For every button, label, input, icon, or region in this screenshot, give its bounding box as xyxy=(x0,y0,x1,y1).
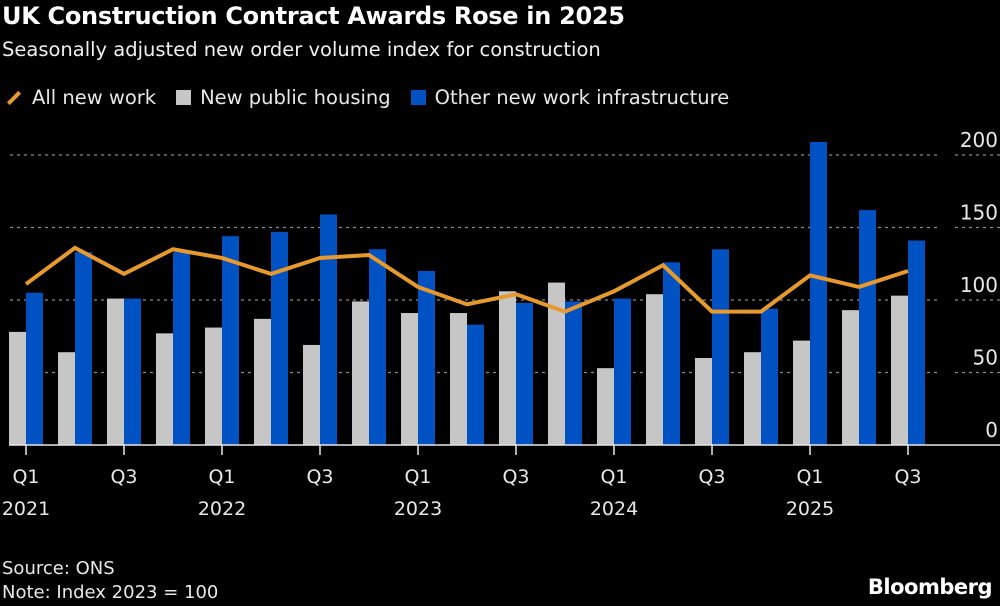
bar-infrastructure xyxy=(663,262,680,445)
bar-infrastructure xyxy=(173,252,190,445)
x-tick-label: Q3 xyxy=(502,466,529,488)
legend-label: All new work xyxy=(32,86,157,109)
bar-public-housing xyxy=(303,344,320,445)
bar-infrastructure xyxy=(565,301,582,445)
bar-public-housing xyxy=(842,310,859,445)
bar-infrastructure xyxy=(320,214,337,445)
y-tick-label: 200 xyxy=(960,128,998,152)
bar-public-housing xyxy=(156,333,173,445)
bar-public-housing xyxy=(9,331,26,445)
legend-blue-swatch xyxy=(410,90,426,105)
bar-public-housing xyxy=(107,298,124,445)
x-tick-year-label: 2021 xyxy=(2,498,50,520)
x-tick-label: Q1 xyxy=(796,466,823,488)
bar-public-housing xyxy=(891,295,908,445)
bar-infrastructure xyxy=(26,292,43,445)
bar-infrastructure xyxy=(369,249,386,445)
x-tick-label: Q3 xyxy=(698,466,725,488)
x-tick-label: Q1 xyxy=(404,466,431,488)
bar-infrastructure xyxy=(908,240,925,445)
x-tick-label: Q1 xyxy=(600,466,627,488)
bar-infrastructure xyxy=(761,308,778,445)
bar-infrastructure xyxy=(614,298,631,445)
bar-public-housing xyxy=(352,301,369,445)
bar-public-housing xyxy=(744,352,761,445)
bar-infrastructure xyxy=(859,210,876,445)
x-tick-year-label: 2024 xyxy=(590,498,638,520)
x-tick-label: Q1 xyxy=(12,466,39,488)
y-tick-label: 0 xyxy=(985,418,998,442)
chart-subtitle: Seasonally adjusted new order volume ind… xyxy=(2,38,601,61)
legend-item-all-new-work: All new work xyxy=(4,86,156,109)
y-tick-label: 150 xyxy=(960,201,998,225)
bar-public-housing xyxy=(548,282,565,445)
bar-public-housing xyxy=(205,327,222,445)
legend-item-public-housing: New public housing xyxy=(176,86,391,109)
bar-public-housing xyxy=(58,352,75,445)
bar-public-housing xyxy=(401,313,418,445)
x-tick-year-label: 2023 xyxy=(394,498,442,520)
legend: All new work New public housing Other ne… xyxy=(4,86,749,109)
bar-infrastructure xyxy=(418,271,435,445)
y-tick-label: 100 xyxy=(960,273,998,297)
x-tick-label: Q3 xyxy=(110,466,137,488)
x-tick-label: Q1 xyxy=(208,466,235,488)
bar-infrastructure xyxy=(124,298,141,445)
legend-label: Other new work infrastructure xyxy=(434,86,730,109)
bar-public-housing xyxy=(646,294,663,445)
bar-public-housing xyxy=(254,318,271,445)
legend-item-infrastructure: Other new work infrastructure xyxy=(410,86,730,109)
bar-infrastructure xyxy=(75,252,92,445)
bar-infrastructure xyxy=(271,231,288,445)
bar-public-housing xyxy=(695,358,712,445)
y-tick-label: 50 xyxy=(973,346,998,370)
x-tick-label: Q3 xyxy=(306,466,333,488)
bar-infrastructure xyxy=(516,302,533,445)
bar-public-housing xyxy=(499,291,516,445)
legend-gray-swatch xyxy=(176,90,192,105)
bar-infrastructure xyxy=(810,141,827,445)
x-tick-label: Q3 xyxy=(894,466,921,488)
x-tick-year-label: 2025 xyxy=(786,498,834,520)
bar-public-housing xyxy=(597,368,614,445)
bar-public-housing xyxy=(450,313,467,445)
bar-infrastructure xyxy=(712,249,729,445)
bar-infrastructure xyxy=(222,236,239,445)
bar-infrastructure xyxy=(467,324,484,445)
bar-public-housing xyxy=(793,340,810,445)
line-all-new-work xyxy=(24,245,909,314)
x-tick-year-label: 2022 xyxy=(198,498,246,520)
bloomberg-logo: Bloomberg xyxy=(867,575,993,599)
legend-label: New public housing xyxy=(200,86,391,109)
index-note: Note: Index 2023 = 100 xyxy=(2,582,219,603)
source-note: Source: ONS xyxy=(2,558,115,579)
chart-title: UK Construction Contract Awards Rose in … xyxy=(2,2,625,30)
